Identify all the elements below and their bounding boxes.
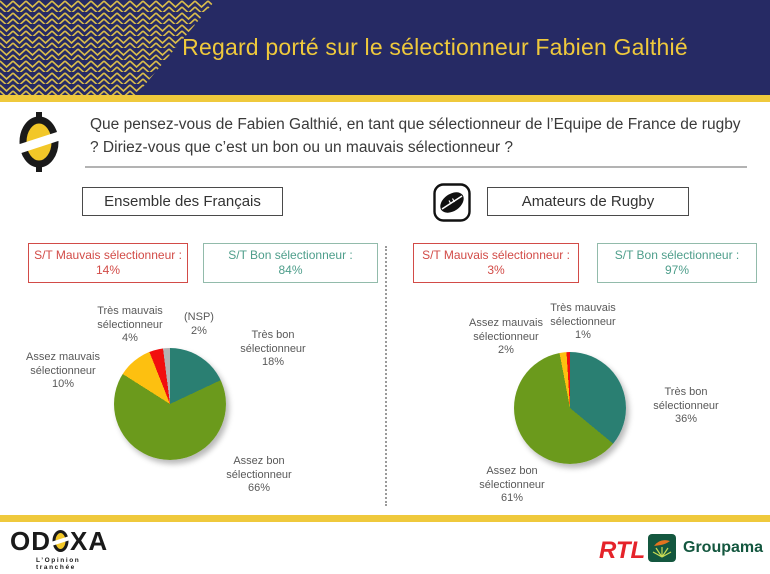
pie-chart-amateurs [514, 352, 626, 464]
groupama-logo: Groupama [648, 534, 763, 562]
slice-label-assez-bon-right: Assez bon sélectionneur 61% [479, 465, 545, 504]
slice-label-nsp-left: (NSP) 2% [184, 311, 214, 337]
groupama-logo-text: Groupama [683, 539, 764, 556]
summary-label: S/T Mauvais sélectionneur : [34, 248, 182, 262]
slice-label-assez-mauvais-left: Assez mauvais sélectionneur 10% [26, 351, 100, 390]
summary-value: 84% [278, 263, 303, 277]
summary-value: 97% [664, 263, 690, 277]
vertical-dotted-divider [385, 246, 387, 506]
summary-label: S/T Bon sélectionneur : [614, 248, 740, 262]
summary-label: S/T Mauvais sélectionneur : [422, 248, 570, 262]
group-label-ensemble-text: Ensemble des Français [104, 193, 261, 210]
page-title: Regard porté sur le sélectionneur Fabien… [182, 34, 688, 60]
odoxa-logo-text-left: OD [10, 526, 51, 556]
slice-label-tres-bon-right: Très bon sélectionneur 36% [653, 386, 719, 425]
summary-box-left-bon: S/T Bon sélectionneur : 84% [203, 243, 378, 283]
odoxa-o-glyph-icon [52, 530, 69, 552]
summary-label: S/T Bon sélectionneur : [228, 248, 353, 262]
slice-label-tres-mauvais-left: Très mauvais sélectionneur 4% [97, 305, 163, 344]
summary-box-right-bon: S/T Bon sélectionneur : 97% [597, 243, 757, 283]
group-label-ensemble: Ensemble des Français [82, 187, 283, 216]
slice-label-assez-mauvais-right: Assez mauvais sélectionneur 2% [469, 317, 543, 356]
rtl-logo: RTL [599, 537, 646, 564]
question-underline [85, 166, 747, 168]
slice-label-assez-bon-left: Assez bon sélectionneur 66% [226, 455, 292, 494]
summary-value: 3% [487, 263, 505, 277]
rugby-ball-icon [433, 183, 471, 222]
summary-box-left-mauvais: S/T Mauvais sélectionneur : 14% [28, 243, 188, 283]
odoxa-logo-text-right: XA [70, 526, 109, 556]
header-banner: Regard porté sur le sélectionneur Fabien… [0, 0, 770, 95]
question-text: Que pensez-vous de Fabien Galthié, en ta… [90, 116, 741, 156]
odoxa-o-icon [16, 112, 62, 172]
header-yellow-stripe [0, 95, 770, 102]
pie-chart-ensemble [114, 348, 226, 460]
group-label-amateurs-text: Amateurs de Rugby [521, 193, 655, 210]
summary-value: 14% [95, 263, 121, 277]
odoxa-tagline: L’Opinion tranchée [36, 557, 81, 571]
group-label-amateurs: Amateurs de Rugby [487, 187, 689, 216]
groupama-logo-icon [648, 534, 676, 562]
footer-yellow-stripe [0, 515, 770, 522]
odoxa-logo: OD XA L’Opinion tranchée [10, 527, 120, 571]
slice-label-tres-mauvais-right: Très mauvais sélectionneur 1% [550, 302, 616, 341]
slice-label-tres-bon-left: Très bon sélectionneur 18% [240, 329, 306, 368]
summary-box-right-mauvais: S/T Mauvais sélectionneur : 3% [413, 243, 579, 283]
